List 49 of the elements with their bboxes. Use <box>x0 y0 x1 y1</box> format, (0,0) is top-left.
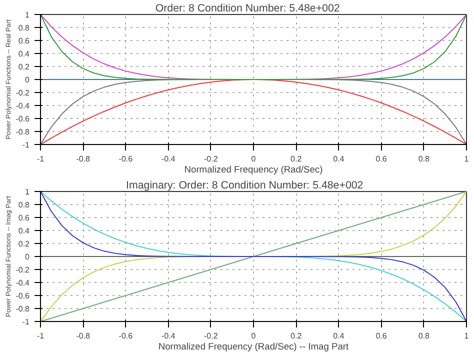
x-tick-label: -0.8 <box>76 332 91 340</box>
y-tick-label: -0.8 <box>16 128 30 136</box>
x-tick-label: -1 <box>36 154 45 164</box>
y-tick-label: 0.2 <box>18 62 30 72</box>
x-tick-label: 0.6 <box>376 332 388 340</box>
x-tick-label: 1 <box>464 332 470 340</box>
y-tick-label: 1 <box>25 10 30 20</box>
y-tick-label: -0.2 <box>16 266 30 274</box>
x-tick-label: -0.4 <box>161 332 176 340</box>
line-series <box>40 14 466 80</box>
x-tick-label: 0 <box>251 154 256 164</box>
x-tick-label: 0.8 <box>418 154 430 164</box>
y-tick-label: 0.2 <box>18 240 30 248</box>
y-tick-label: 0.8 <box>18 200 30 210</box>
x-tick-label: -0.8 <box>76 154 91 164</box>
x-tick-label: 0.8 <box>418 332 430 340</box>
y-tick-label: -1 <box>22 140 30 150</box>
y-tick-label: 0.4 <box>18 226 30 236</box>
y-tick-label: -0.2 <box>16 88 30 98</box>
x-tick-label: -0.2 <box>204 332 218 340</box>
x-tick-label: 0.6 <box>376 154 388 164</box>
x-axis-title: Normalized Frequency (Rad/Sec) <box>184 164 323 174</box>
y-tick-label: 0.6 <box>18 36 30 46</box>
y-tick-label: 0.8 <box>18 24 30 32</box>
y-tick-label: 1 <box>25 188 30 196</box>
x-tick-label: -1 <box>36 332 45 340</box>
chart-title: Imaginary: Order: 8 Condition Number: 5.48e+002 <box>126 180 364 192</box>
chart-title: Order: 8 Condition Number: 5.48e+002 <box>155 2 340 14</box>
y-tick-label: 0.4 <box>18 50 30 58</box>
x-tick-label: 0.2 <box>290 332 302 340</box>
y-tick-label: 0.6 <box>18 214 30 222</box>
y-tick-label: -0.6 <box>16 292 30 300</box>
x-tick-label: -0.4 <box>161 154 176 164</box>
x-axis-title: Normalized Frequency (Rad/Sec) -- Imag Part <box>158 342 350 352</box>
y-tick-label: -0.4 <box>16 278 30 288</box>
y-tick-label: -0.8 <box>16 304 30 314</box>
y-tick-label: 0 <box>25 252 30 262</box>
y-tick-label: -0.4 <box>16 102 30 110</box>
x-tick-label: 0.4 <box>333 332 345 340</box>
y-tick-label: -0.6 <box>16 114 30 124</box>
y-tick-label: 0 <box>25 76 30 84</box>
x-tick-label: 0 <box>251 332 256 340</box>
x-tick-label: 0.4 <box>333 154 345 164</box>
x-tick-label: -0.2 <box>204 154 218 164</box>
x-tick-label: -0.6 <box>118 332 134 340</box>
x-tick-label: 1 <box>464 154 470 164</box>
x-tick-label: 0.2 <box>290 154 302 164</box>
y-tick-label: -1 <box>22 318 30 326</box>
x-tick-label: -0.6 <box>118 154 134 164</box>
